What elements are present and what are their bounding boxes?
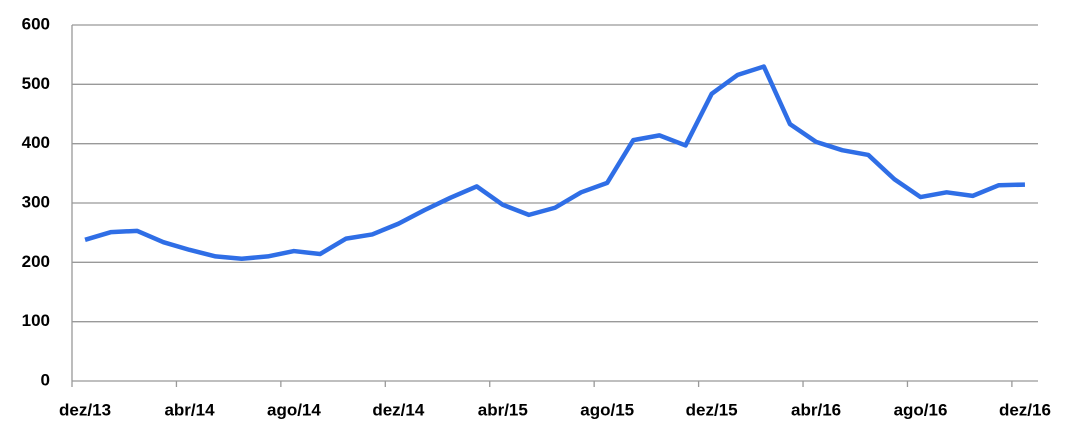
y-tick-label: 100 xyxy=(22,311,50,330)
x-tick-label: abr/15 xyxy=(478,400,528,419)
y-tick-label: 400 xyxy=(22,133,50,152)
y-tick-label: 500 xyxy=(22,74,50,93)
x-tick-label: ago/16 xyxy=(894,400,948,419)
x-tick-label: dez/14 xyxy=(372,400,425,419)
x-tick-label: dez/13 xyxy=(59,400,111,419)
y-tick-label: 600 xyxy=(22,14,50,33)
x-tick-label: ago/15 xyxy=(580,400,634,419)
x-tick-label: dez/15 xyxy=(686,400,738,419)
x-tick-label: abr/16 xyxy=(791,400,841,419)
y-tick-label: 200 xyxy=(22,252,50,271)
x-tick-label: abr/14 xyxy=(164,400,215,419)
x-tick-label: ago/14 xyxy=(267,400,321,419)
data-line xyxy=(84,64,1026,262)
y-tick-label: 300 xyxy=(22,192,50,211)
y-tick-label: 0 xyxy=(41,370,50,389)
x-tick-label: dez/16 xyxy=(999,400,1051,419)
